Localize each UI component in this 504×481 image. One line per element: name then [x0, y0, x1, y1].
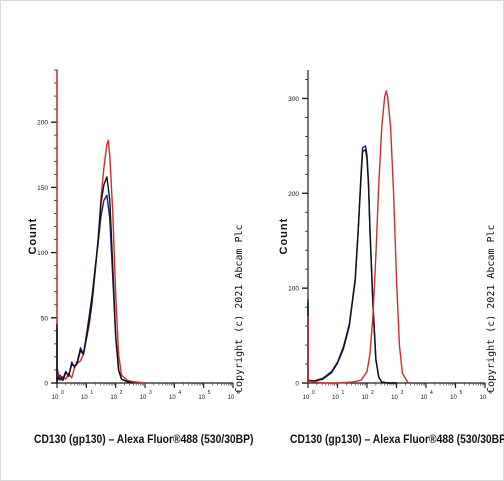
x-tick-label-base-2: 10 [362, 395, 369, 401]
x-tick-label-5: 5 [208, 390, 211, 396]
x-tick-label-5: 5 [460, 390, 463, 396]
histogram-series-2 [307, 90, 409, 384]
copyright-left: Copyright (c) 2021 Abcam Plc [234, 224, 245, 393]
x-axis-title-right: CD130 (gp130) – Alexa Fluor®488 (530/30B… [290, 432, 504, 446]
x-tick-label-base-4: 10 [169, 395, 176, 401]
y-tick-label-3: 150 [37, 185, 48, 192]
y-tick-label-0: 0 [44, 381, 48, 388]
y-axis-title: Count [27, 218, 39, 255]
x-tick-label-6: 6 [489, 390, 492, 396]
x-tick-label-1: 1 [90, 390, 93, 396]
y-tick-label-2: 200 [288, 191, 299, 198]
x-tick-label-4: 4 [178, 390, 181, 396]
histogram-series-1 [307, 148, 397, 384]
x-tick-label-3: 3 [149, 390, 152, 396]
x-tick-label-3: 3 [401, 390, 404, 396]
x-tick-label-base-0: 10 [52, 395, 59, 401]
x-tick-label-base-2: 10 [110, 395, 117, 401]
x-tick-label-0: 0 [61, 390, 64, 396]
x-tick-label-2: 2 [120, 390, 123, 396]
x-tick-label-2: 2 [371, 390, 374, 396]
x-tick-label-base-6: 10 [228, 395, 235, 401]
x-tick-label-base-5: 10 [450, 395, 457, 401]
y-tick-label-0: 0 [295, 381, 299, 388]
x-tick-label-6: 6 [237, 390, 240, 396]
y-tick-label-1: 50 [41, 315, 49, 322]
x-tick-label-base-3: 10 [391, 395, 398, 401]
x-tick-label-4: 4 [430, 390, 433, 396]
y-tick-label-1: 100 [288, 286, 299, 293]
x-tick-label-base-1: 10 [332, 395, 339, 401]
histogram-series-2 [56, 176, 134, 384]
x-tick-label-base-3: 10 [140, 395, 147, 401]
x-tick-label-base-6: 10 [480, 395, 487, 401]
x-tick-label-base-1: 10 [81, 395, 88, 401]
x-tick-label-1: 1 [342, 390, 345, 396]
x-axis-title-left: CD130 (gp130) – Alexa Fluor®488 (530/30B… [34, 432, 254, 446]
copyright-right: Copyright (c) 2021 Abcam Plc [486, 224, 497, 393]
x-tick-label-base-4: 10 [421, 395, 428, 401]
x-tick-label-0: 0 [312, 390, 315, 396]
y-tick-label-2: 100 [37, 250, 48, 257]
histogram-series-0 [307, 145, 397, 384]
x-tick-label-base-5: 10 [198, 395, 205, 401]
y-axis-title: Count [278, 218, 290, 255]
y-tick-label-3: 300 [288, 96, 299, 103]
x-tick-label-base-0: 10 [303, 395, 310, 401]
y-tick-label-4: 200 [37, 120, 48, 127]
